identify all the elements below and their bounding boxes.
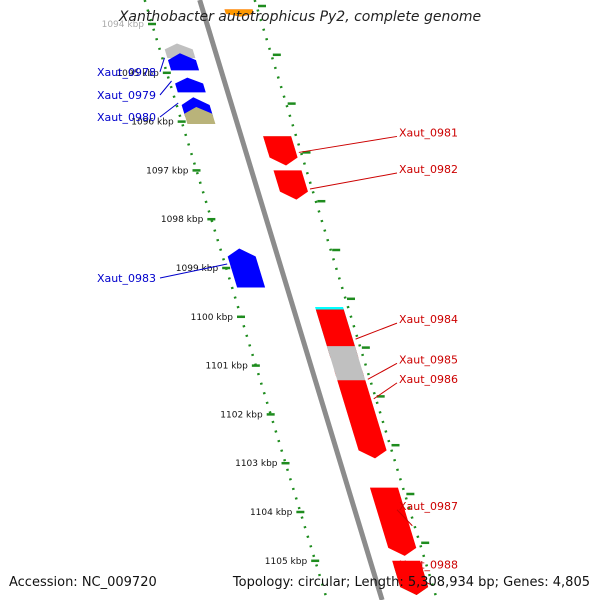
gene-arrow bbox=[164, 43, 196, 59]
gene-label: Xaut_0984 bbox=[399, 313, 458, 326]
gene-label-leader bbox=[159, 263, 228, 279]
gene-label-leader bbox=[159, 57, 165, 72]
gene-label: Xaut_0982 bbox=[399, 163, 458, 176]
gene-label-leader bbox=[355, 322, 398, 340]
gene-arrow bbox=[337, 380, 387, 459]
gene-arrow bbox=[227, 248, 266, 288]
gene-label: Xaut_0983 bbox=[97, 272, 156, 285]
accession-text: Accession: NC_009720 bbox=[9, 575, 157, 590]
gene-label-leader bbox=[298, 135, 398, 153]
gene-label-leader bbox=[159, 80, 172, 96]
scale-tick-label: 1100 kbp bbox=[191, 313, 234, 323]
gene-arrow bbox=[263, 136, 298, 166]
gene-label: Xaut_0979 bbox=[97, 89, 156, 102]
left-dotted-track bbox=[143, 0, 329, 601]
gene-arrow bbox=[184, 106, 216, 125]
gene-arrow bbox=[167, 53, 200, 71]
scale-tick-label: 1097 kbp bbox=[146, 166, 189, 176]
scale-tick-label: 1102 kbp bbox=[220, 410, 263, 420]
gene-label: Xaut_0987 bbox=[399, 500, 458, 513]
gene-label: Xaut_0980 bbox=[97, 111, 156, 124]
gene-label-leader bbox=[367, 362, 398, 380]
scale-tick-label: 1103 kbp bbox=[235, 459, 278, 469]
gene-label: Xaut_0986 bbox=[399, 373, 458, 386]
gene-arrow bbox=[273, 170, 308, 200]
scale-tick-label: 1094 kbp bbox=[102, 20, 145, 30]
scale-tick-label: 1095 kbp bbox=[116, 69, 159, 79]
scale-tick-label: 1096 kbp bbox=[131, 118, 174, 128]
genome-summary-text: Topology: circular; Length: 5,308,934 bp… bbox=[232, 575, 590, 590]
gene-label: Xaut_0985 bbox=[399, 353, 458, 366]
gene-arrow bbox=[369, 487, 417, 556]
gene-arrow bbox=[392, 560, 429, 595]
gene-arrow bbox=[224, 9, 254, 17]
map-title: Xanthobacter autotrophicus Py2, complete… bbox=[118, 9, 482, 25]
scale-tick-label: 1099 kbp bbox=[176, 264, 219, 274]
gene-label: Xaut_0978 bbox=[97, 66, 156, 79]
gene-arrow bbox=[175, 77, 206, 93]
scale-tick-label: 1098 kbp bbox=[161, 215, 204, 225]
scale-tick-label: 1105 kbp bbox=[265, 557, 308, 567]
gene-label: Xaut_0981 bbox=[399, 126, 458, 139]
scale-tick-label: 1104 kbp bbox=[250, 508, 293, 518]
scale-tick-label: 1101 kbp bbox=[205, 362, 248, 372]
gene-label-leader bbox=[373, 382, 398, 400]
gene-label-leader bbox=[309, 172, 398, 190]
gene-label-leader bbox=[396, 509, 413, 527]
genome-backbone bbox=[197, 0, 385, 601]
gene-label-leader bbox=[159, 102, 179, 118]
